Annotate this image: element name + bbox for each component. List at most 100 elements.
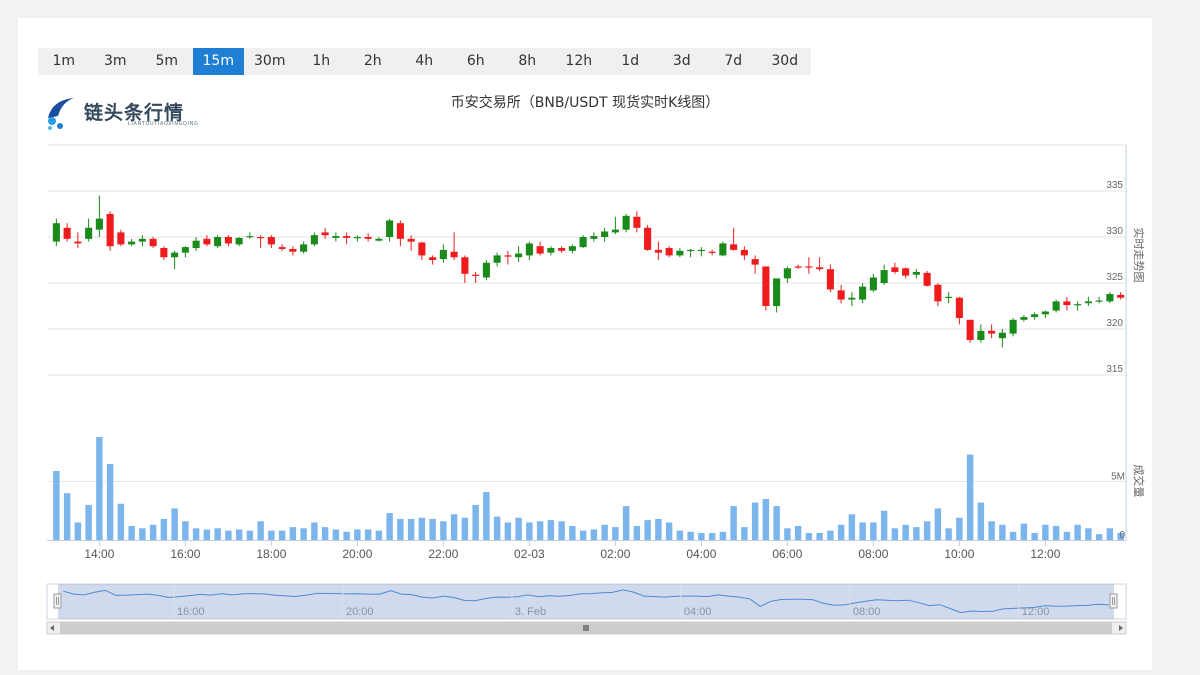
timeframe-button-5m[interactable]: 5m xyxy=(155,53,179,69)
candle xyxy=(482,260,490,281)
candle-body xyxy=(912,271,920,275)
candle-body xyxy=(590,236,598,239)
handle-body xyxy=(1109,593,1118,609)
logo-icon xyxy=(48,98,74,130)
candle-body xyxy=(439,249,447,260)
timeframe-button-3m[interactable]: 3m xyxy=(103,53,127,69)
volume-bar xyxy=(440,521,447,540)
candle xyxy=(633,211,641,233)
candle xyxy=(515,246,523,262)
candle xyxy=(396,220,404,247)
volume-bar xyxy=(192,528,200,540)
navigator-handle-right[interactable] xyxy=(1109,593,1118,609)
candle-body xyxy=(923,272,931,286)
candle xyxy=(558,246,566,253)
candle xyxy=(1095,296,1103,304)
candle xyxy=(300,241,308,254)
timeframe-button-8h[interactable]: 8h xyxy=(518,53,537,69)
timeframe-button-2h[interactable]: 2h xyxy=(363,53,382,69)
price-tick-label: 315 xyxy=(1106,364,1123,375)
candle xyxy=(869,273,877,293)
candle-body xyxy=(998,332,1006,339)
timeframe-button-4h[interactable]: 4h xyxy=(415,53,434,69)
candle xyxy=(1020,315,1028,322)
navigator[interactable]: 16:00 20:00 3. Feb 04:00 08:00 12:00 xyxy=(46,583,1127,635)
volume-bar xyxy=(1106,528,1114,540)
volume-axis-title: 成交量 xyxy=(1132,465,1146,498)
volume-bar xyxy=(504,522,512,540)
candle-body xyxy=(568,246,576,251)
x-tick-label: 02-03 xyxy=(514,547,545,561)
volume-bar xyxy=(493,516,501,540)
volume-bar xyxy=(182,521,189,540)
timeframe-button-30m[interactable]: 30m xyxy=(254,53,286,69)
candle xyxy=(106,211,114,251)
x-tick-label: 08:00 xyxy=(858,547,888,561)
volume-bar xyxy=(1009,531,1017,540)
candle xyxy=(257,235,265,249)
candle-body xyxy=(461,257,469,274)
navigator-tick-label: 04:00 xyxy=(684,606,712,618)
candle-body xyxy=(224,237,232,244)
candle xyxy=(181,246,189,258)
timeframe-button-1m[interactable]: 1m xyxy=(52,53,76,69)
volume-bar xyxy=(558,521,565,540)
candle-body xyxy=(697,249,705,252)
navigator-handle-left[interactable] xyxy=(53,593,62,609)
x-tick-label: 22:00 xyxy=(428,547,458,561)
candle xyxy=(117,229,125,247)
candle xyxy=(85,218,93,242)
timeframe-button-3d[interactable]: 3d xyxy=(672,53,691,69)
candle xyxy=(568,244,576,254)
volume-bar xyxy=(934,508,942,540)
candle-body xyxy=(203,238,211,245)
volume-bar xyxy=(644,520,651,540)
candle-body xyxy=(52,223,60,242)
candle xyxy=(762,266,770,311)
candle xyxy=(224,235,232,247)
volume-bar xyxy=(536,521,544,540)
volume-bar xyxy=(1063,531,1071,540)
volume-bar xyxy=(526,522,533,540)
candle-body xyxy=(719,243,727,256)
volume-bar xyxy=(85,504,92,540)
candle-body xyxy=(1084,301,1092,304)
volume-bar xyxy=(418,517,426,540)
volume-bar xyxy=(515,517,522,540)
candle-body xyxy=(289,248,297,252)
candle-body xyxy=(1095,300,1103,302)
candle-body xyxy=(515,253,523,258)
timeframe-button-7d[interactable]: 7d xyxy=(724,53,743,69)
volume-bar xyxy=(407,518,415,540)
volume-tick-label: 5M xyxy=(1111,472,1125,483)
navigator-scrollbar[interactable] xyxy=(46,621,1127,635)
volume-bar xyxy=(375,530,383,540)
candle-body xyxy=(214,237,222,247)
candle-body xyxy=(945,296,953,298)
candle-body xyxy=(1020,317,1028,320)
candle-body xyxy=(472,274,480,276)
candle xyxy=(1052,299,1060,313)
candle xyxy=(794,264,802,270)
candle xyxy=(138,235,146,247)
timeframe-button-30d[interactable]: 30d xyxy=(771,53,799,69)
candle-body xyxy=(536,246,544,254)
candle-body xyxy=(192,240,200,249)
timeframe-button-6h[interactable]: 6h xyxy=(466,53,485,69)
timeframe-button-1d[interactable]: 1d xyxy=(621,53,640,69)
volume-bar xyxy=(923,521,931,540)
candle-body xyxy=(773,278,781,306)
candle xyxy=(977,324,985,343)
timeframe-button-1h[interactable]: 1h xyxy=(312,53,331,69)
candle-body xyxy=(1052,301,1060,311)
timeframe-button-15m[interactable]: 15m xyxy=(192,48,244,75)
candle xyxy=(278,244,286,251)
candle-body xyxy=(676,250,684,256)
candle xyxy=(353,235,361,242)
volume-bar xyxy=(569,525,576,540)
volume-bar xyxy=(676,530,684,540)
candle xyxy=(654,241,662,260)
x-tick-label: 20:00 xyxy=(342,547,372,561)
timeframe-button-12h[interactable]: 12h xyxy=(565,53,593,69)
